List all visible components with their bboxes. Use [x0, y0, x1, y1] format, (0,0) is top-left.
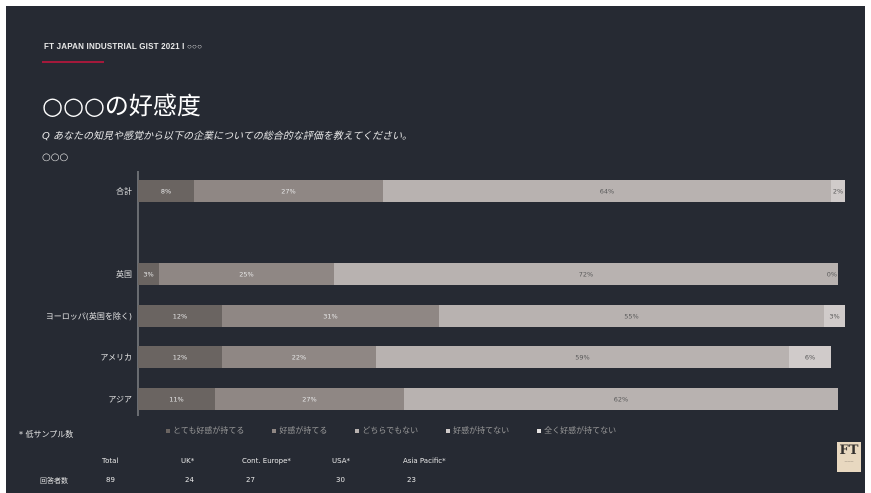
- data-label: 72%: [579, 271, 593, 279]
- counts-value: 89: [106, 476, 115, 484]
- data-label: 6%: [805, 354, 815, 362]
- slide: FT JAPAN INDUSTRIAL GIST 2021 I ○○○ ○○○の…: [6, 6, 865, 493]
- bar-segment: [789, 346, 831, 368]
- data-label: 11%: [169, 396, 183, 404]
- legend-swatch: [355, 428, 360, 433]
- chart-legend: とても好感が持てる 好感が持てる どちらでもない 好感が持てない 全く好感が持てない: [166, 425, 644, 436]
- data-label: 55%: [624, 313, 638, 321]
- data-label: 62%: [614, 396, 628, 404]
- category-label: ヨーロッパ(英国を除く): [46, 311, 132, 321]
- bar-segment: [194, 180, 383, 202]
- counts-value: 30: [336, 476, 345, 484]
- bar-segment: [138, 263, 159, 285]
- page-title: ○○○の好感度: [42, 92, 201, 120]
- bar-segment: [404, 388, 838, 410]
- bar-segment: [824, 305, 845, 327]
- legend-item: どちらでもない: [355, 425, 418, 436]
- ft-logo-subtext: ———: [844, 459, 854, 463]
- data-label: 12%: [173, 313, 187, 321]
- bar-segment: [334, 263, 838, 285]
- counts-row-label: 回答者数: [40, 477, 68, 485]
- ft-logo: FT ———: [837, 442, 861, 472]
- counts-header: Total: [102, 457, 119, 465]
- bar-segment: [138, 180, 194, 202]
- bar-segment: [159, 263, 334, 285]
- legend-swatch: [272, 428, 277, 433]
- legend-swatch: [537, 428, 542, 433]
- legend-label: どちらでもない: [362, 426, 419, 435]
- legend-label: 好感が持てる: [279, 426, 328, 435]
- bar-segment: [138, 388, 215, 410]
- counts-header: UK*: [181, 457, 195, 465]
- chart-subtitle: ○○○: [42, 152, 69, 163]
- ft-logo-text: FT: [839, 443, 859, 458]
- data-label: 27%: [281, 188, 295, 196]
- legend-item: 好感が持てない: [446, 425, 509, 436]
- bar-segment: [138, 346, 222, 368]
- legend-item: 好感が持てる: [272, 425, 327, 436]
- data-label: 31%: [323, 313, 337, 321]
- counts-value: 27: [246, 476, 255, 484]
- data-label: 12%: [173, 354, 187, 362]
- low-sample-note: * 低サンプル数: [19, 430, 74, 439]
- legend-swatch: [166, 428, 170, 433]
- data-label: 2%: [833, 188, 843, 196]
- data-label: 64%: [600, 188, 614, 196]
- data-label: 22%: [292, 354, 306, 362]
- bar-segment: [439, 305, 824, 327]
- report-header: FT JAPAN INDUSTRIAL GIST 2021 I ○○○: [44, 42, 203, 51]
- survey-question: Q あなたの知見や感覚から以下の企業についての総合的な評価を教えてください。: [42, 131, 412, 142]
- data-label: 3%: [143, 271, 153, 279]
- accent-bar: [42, 61, 104, 63]
- data-label: 3%: [829, 313, 839, 321]
- legend-label: 好感が持てない: [453, 426, 510, 435]
- legend-label: とても好感が持てる: [173, 426, 245, 435]
- legend-item: とても好感が持てる: [166, 425, 244, 436]
- bar-segment: [222, 346, 376, 368]
- bar-segment: [222, 305, 439, 327]
- category-label: 合計: [116, 186, 132, 196]
- data-label: 8%: [161, 188, 171, 196]
- counts-header: USA*: [332, 457, 350, 465]
- bar-segment: [215, 388, 404, 410]
- bar-segment: [831, 180, 845, 202]
- data-label: 25%: [239, 271, 253, 279]
- data-label: 59%: [575, 354, 589, 362]
- category-label: 英国: [116, 269, 132, 279]
- bar-segment: [138, 305, 222, 327]
- category-label: アジア: [108, 395, 132, 404]
- legend-label: 全く好感が持てない: [544, 426, 617, 435]
- counts-header: Cont. Europe*: [242, 457, 291, 465]
- data-label: 0%: [827, 271, 837, 279]
- stacked-bar-chart: 合計 8% 27% 64% 2% 英国 3% 25% 72% 0% ヨーロッパ(英国を除く) 12% 3…: [46, 171, 845, 416]
- data-label: 27%: [302, 396, 316, 404]
- legend-swatch: [446, 428, 451, 433]
- bar-segment: [383, 180, 831, 202]
- legend-item: 全く好感が持てない: [537, 425, 616, 436]
- bar-segment: [376, 346, 789, 368]
- category-label: アメリカ: [100, 353, 132, 362]
- counts-header: Asia Pacific*: [403, 457, 446, 465]
- counts-value: 23: [407, 476, 416, 484]
- counts-value: 24: [185, 476, 194, 484]
